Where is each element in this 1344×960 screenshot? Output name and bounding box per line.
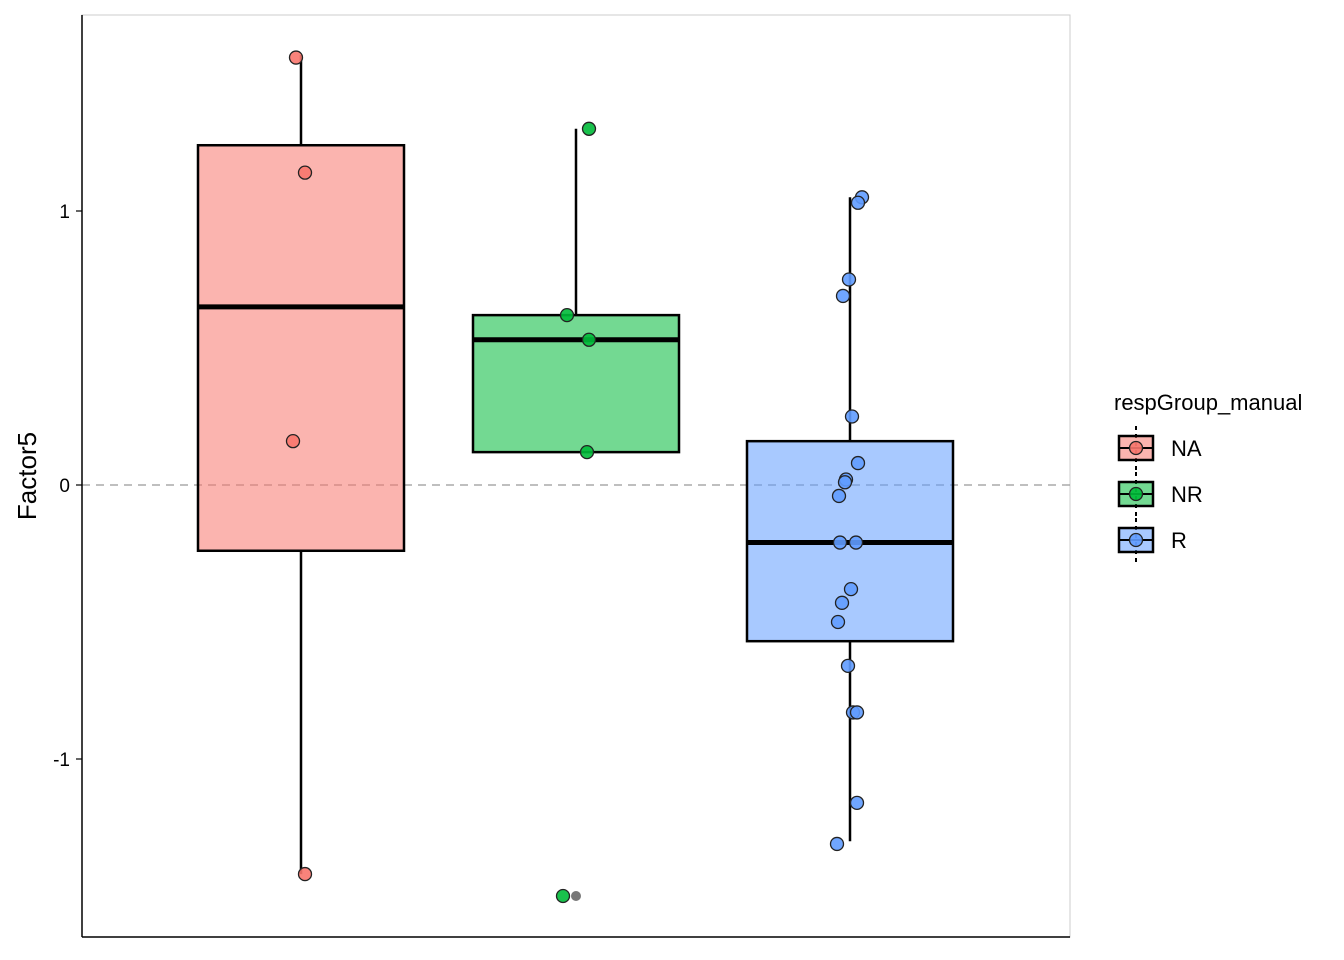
data-point (834, 595, 850, 610)
box-group-r (745, 190, 955, 852)
data-point (579, 444, 595, 460)
data-point (849, 795, 865, 810)
data-point (831, 488, 847, 504)
data-point (850, 455, 866, 471)
legend-key-point (1128, 532, 1144, 548)
data-point (581, 121, 597, 136)
data-point (848, 535, 864, 550)
y-tick-label: 1 (59, 202, 70, 223)
data-point (285, 434, 301, 449)
legend-title: respGroup_manual (1114, 390, 1302, 415)
outlier-point (571, 891, 581, 901)
data-point (829, 836, 845, 852)
y-axis-title: Factor5 (12, 432, 42, 520)
data-point (837, 475, 853, 490)
data-point (581, 332, 597, 347)
legend-label: NR (1171, 482, 1203, 507)
y-tick-label: -1 (53, 750, 70, 771)
box-iqr (196, 143, 406, 553)
data-point (297, 165, 313, 180)
legend-item-nr: NR (1117, 472, 1203, 516)
plot-area (81, 14, 1071, 938)
legend-item-na: NA (1117, 426, 1202, 470)
box-group-na (196, 50, 406, 882)
data-point (288, 50, 304, 65)
legend-items: NA NR R (1117, 426, 1203, 562)
y-axis: -1 0 1 (53, 15, 83, 937)
legend-key-point (1128, 486, 1144, 502)
data-point (832, 535, 848, 550)
legend-key-point (1128, 440, 1144, 456)
data-point (841, 272, 857, 287)
legend-item-r: R (1117, 518, 1187, 562)
legend-label: NA (1171, 436, 1202, 461)
data-point (849, 705, 865, 720)
box-group-nr (471, 121, 681, 904)
data-point (830, 614, 846, 630)
data-point (844, 409, 860, 424)
y-tick-label: 0 (59, 476, 70, 497)
data-point (559, 307, 575, 323)
data-point (843, 581, 859, 597)
data-point (297, 866, 313, 882)
legend-label: R (1171, 528, 1187, 553)
data-point (840, 658, 856, 673)
data-point (850, 195, 866, 210)
data-point (555, 888, 571, 904)
data-point (835, 288, 851, 304)
box-iqr (471, 313, 681, 454)
legend: respGroup_manual NA NR R (1114, 390, 1302, 562)
